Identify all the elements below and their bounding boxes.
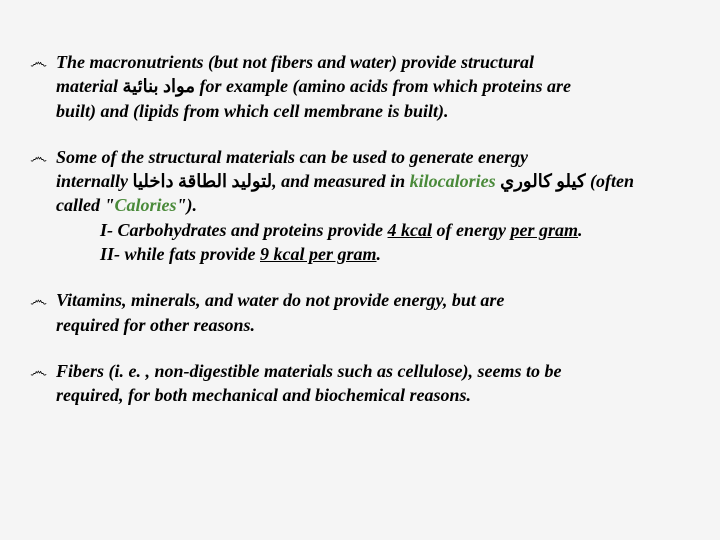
text-run: كيلو كالوري xyxy=(500,171,585,191)
text-line: ෴Fibers (i. e. , non-digestible material… xyxy=(30,359,690,383)
text-line: called "Calories"). xyxy=(30,193,690,217)
text-run: material xyxy=(56,76,123,96)
text-run: built) and (lipids from which cell membr… xyxy=(56,101,449,121)
text-run: for example (amino acids from which prot… xyxy=(195,76,571,96)
text-line: I- Carbohydrates and proteins provide 4 … xyxy=(30,218,690,242)
text-run: "). xyxy=(177,195,198,215)
text-run: 9 kcal per gram xyxy=(260,244,377,264)
text-run: , and measured in xyxy=(272,171,410,191)
text-run: لتوليد الطاقة داخليا xyxy=(133,171,273,191)
bullet-symbol: ෴ xyxy=(30,288,56,312)
text-run: Fibers (i. e. , non-digestible materials… xyxy=(56,361,561,381)
text-run: internally xyxy=(56,171,133,191)
bullet-group: ෴Vitamins, minerals, and water do not pr… xyxy=(30,288,690,337)
text-line: ෴Some of the structural materials can be… xyxy=(30,145,690,169)
text-run: . xyxy=(578,220,583,240)
text-line: internally لتوليد الطاقة داخليا, and mea… xyxy=(30,169,690,193)
text-line: required, for both mechanical and bioche… xyxy=(30,383,690,407)
bullet-text: Vitamins, minerals, and water do not pro… xyxy=(56,288,690,312)
text-run: called " xyxy=(56,195,114,215)
text-line: ෴The macronutrients (but not fibers and … xyxy=(30,50,690,74)
text-run: II- while fats provide xyxy=(100,244,260,264)
text-line: required for other reasons. xyxy=(30,313,690,337)
slide-body: ෴The macronutrients (but not fibers and … xyxy=(30,50,690,408)
text-run: required, for both mechanical and bioche… xyxy=(56,385,471,405)
bullet-group: ෴Fibers (i. e. , non-digestible material… xyxy=(30,359,690,408)
text-run: Some of the structural materials can be … xyxy=(56,147,528,167)
text-run: per gram xyxy=(511,220,579,240)
text-run: The macronutrients (but not fibers and w… xyxy=(56,52,534,72)
bullet-text: Fibers (i. e. , non-digestible materials… xyxy=(56,359,690,383)
bullet-text: The macronutrients (but not fibers and w… xyxy=(56,50,690,74)
text-run: 4 kcal xyxy=(388,220,433,240)
text-run: Vitamins, minerals, and water do not pro… xyxy=(56,290,504,310)
text-run: I- Carbohydrates and proteins provide xyxy=(100,220,388,240)
text-run: Calories xyxy=(114,195,176,215)
text-run: of energy xyxy=(432,220,510,240)
bullet-symbol: ෴ xyxy=(30,145,56,169)
text-run: . xyxy=(377,244,382,264)
text-line: material مواد بنائية for example (amino … xyxy=(30,74,690,98)
bullet-text: Some of the structural materials can be … xyxy=(56,145,690,169)
text-line: ෴Vitamins, minerals, and water do not pr… xyxy=(30,288,690,312)
bullet-group: ෴Some of the structural materials can be… xyxy=(30,145,690,266)
text-line: built) and (lipids from which cell membr… xyxy=(30,99,690,123)
bullet-symbol: ෴ xyxy=(30,50,56,74)
text-run: required for other reasons. xyxy=(56,315,255,335)
bullet-symbol: ෴ xyxy=(30,359,56,383)
text-line: II- while fats provide 9 kcal per gram. xyxy=(30,242,690,266)
text-run: (often xyxy=(586,171,635,191)
bullet-group: ෴The macronutrients (but not fibers and … xyxy=(30,50,690,123)
text-run: مواد بنائية xyxy=(123,76,195,96)
text-run: kilocalories xyxy=(410,171,496,191)
